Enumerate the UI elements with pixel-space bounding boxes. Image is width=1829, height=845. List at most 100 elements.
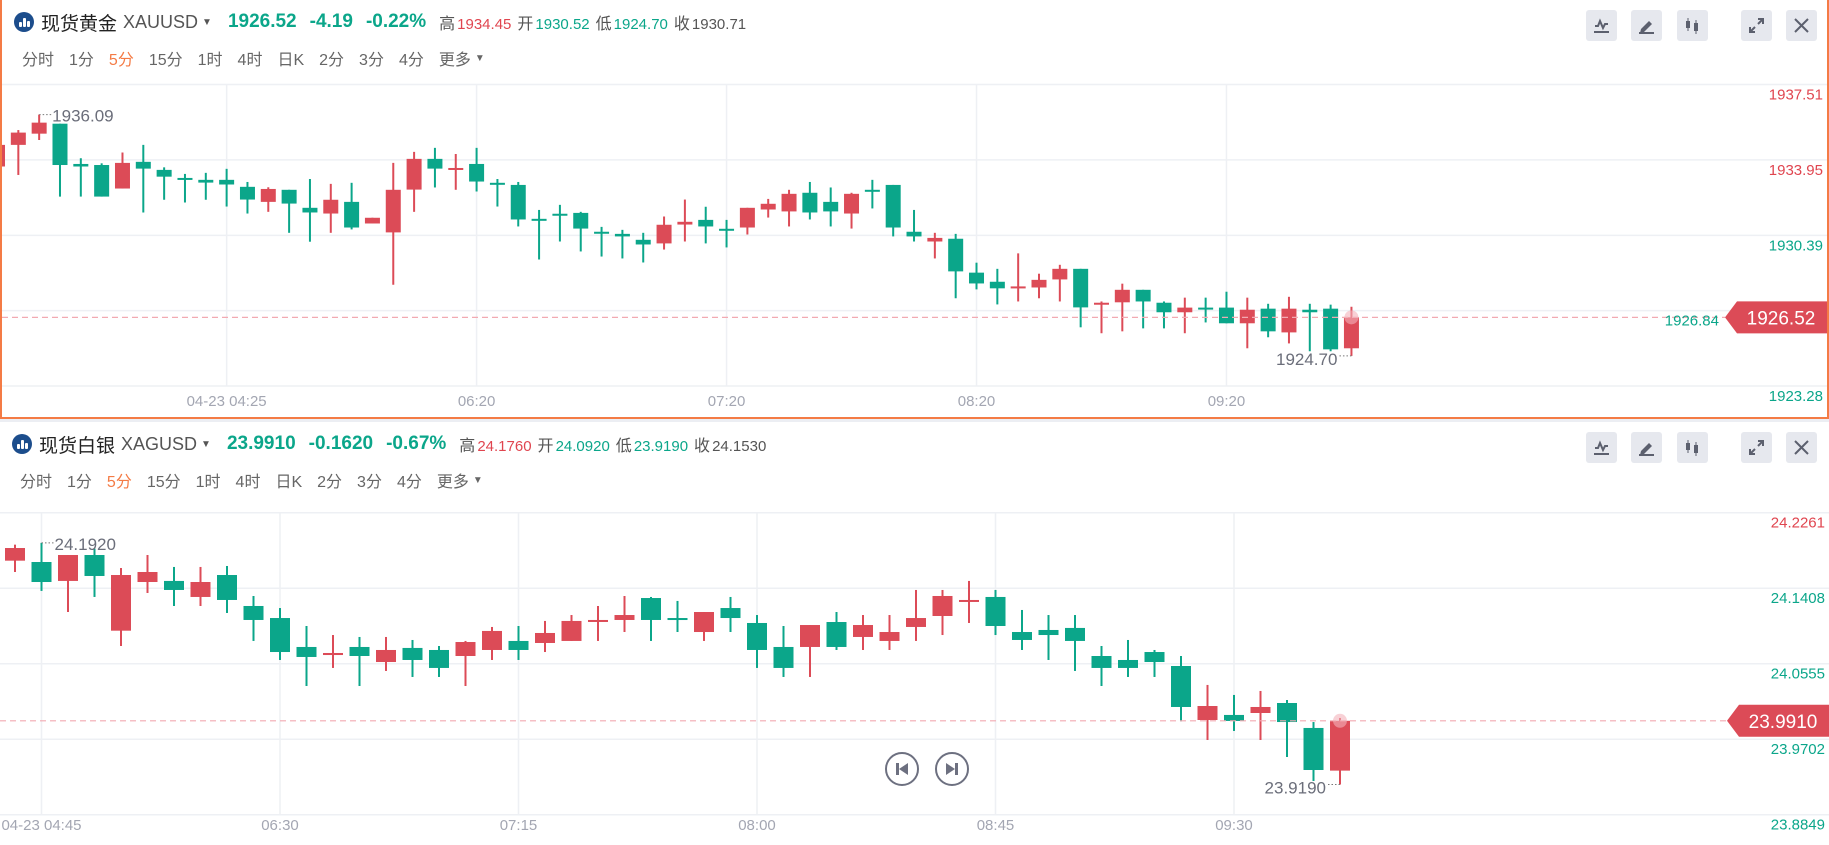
candle	[58, 555, 78, 613]
candle-body	[190, 582, 211, 597]
candle	[552, 204, 568, 242]
draw-pencil-button[interactable]	[1631, 432, 1662, 463]
candle-body	[948, 238, 964, 272]
candle-body	[932, 595, 953, 616]
candle-body	[656, 224, 672, 244]
candle	[1031, 273, 1047, 299]
candle	[885, 184, 901, 237]
interval-tab[interactable]: 15分	[148, 52, 183, 69]
candlestick-chart[interactable]: 04-23 04:25 06:20 07:20 08:20 09:20 1936.09 19…	[2, 0, 1827, 417]
candle-body	[239, 186, 255, 200]
candle	[376, 636, 396, 671]
candle	[1330, 717, 1350, 785]
candle	[948, 233, 964, 299]
candle	[760, 198, 776, 218]
candle-body	[94, 165, 110, 197]
price-change: -4.19	[309, 11, 353, 32]
close-button[interactable]	[1786, 10, 1817, 41]
candle	[656, 216, 672, 250]
draw-pencil-button[interactable]	[1631, 10, 1662, 41]
expand-button[interactable]	[1741, 10, 1772, 41]
candle	[635, 232, 651, 263]
candle-type-icon	[1686, 440, 1698, 456]
candle-body	[1198, 307, 1214, 310]
chevron-down-icon[interactable]: ▼	[472, 474, 483, 486]
candle-body	[844, 193, 860, 214]
symbol-selector[interactable]: XAGUSD	[121, 433, 198, 454]
candle	[1177, 297, 1193, 334]
interval-tab[interactable]: 更多	[436, 474, 469, 491]
indicator-button[interactable]	[1586, 10, 1617, 41]
interval-tab[interactable]: 3分	[357, 474, 382, 491]
interval-tab[interactable]: 日K	[275, 474, 303, 491]
y-tick-label: 23.8849	[1771, 817, 1825, 834]
interval-tab[interactable]: 分时	[20, 474, 53, 491]
chevron-down-icon[interactable]: ▼	[202, 16, 212, 28]
interval-tab[interactable]: 1分	[67, 474, 92, 491]
step-forward-icon	[946, 763, 958, 775]
candle	[1198, 297, 1214, 323]
candle-type-button[interactable]	[1677, 432, 1708, 463]
interval-tab[interactable]: 1分	[69, 52, 94, 69]
candle	[698, 206, 714, 244]
interval-tab[interactable]: 2分	[317, 474, 343, 491]
last-price-tag-label: 23.9910	[1749, 712, 1818, 733]
x-tick-label: 09:20	[1208, 393, 1246, 410]
candle-body	[84, 555, 105, 576]
candle-body	[2, 144, 5, 167]
candle	[853, 615, 873, 650]
step-back-button[interactable]	[885, 752, 919, 786]
interval-tab[interactable]: 3分	[359, 52, 384, 69]
candle	[429, 645, 449, 677]
candle	[406, 151, 422, 212]
candlestick-chart[interactable]: 04-23 04:45 06:30 07:15 08:00 08:45 09:30 24.1…	[0, 422, 1829, 845]
candle	[219, 168, 235, 207]
interval-tab[interactable]: 4分	[396, 474, 422, 491]
candle-body	[1010, 286, 1026, 289]
x-tick-label: 08:45	[977, 817, 1015, 834]
interval-tab[interactable]: 4时	[235, 474, 261, 491]
interval-tab[interactable]: 日K	[277, 52, 305, 69]
chevron-down-icon[interactable]: ▼	[474, 52, 485, 64]
interval-tab[interactable]: 4时	[237, 52, 263, 69]
interval-tab[interactable]: 5分	[106, 474, 132, 491]
close-button[interactable]	[1786, 432, 1817, 463]
brand-logo-icon	[12, 434, 32, 454]
interval-tab[interactable]: 1时	[195, 474, 221, 491]
gold-chart-panel: 现货黄金 XAUUSD ▼ 1926.52 -4.19 -0.22% 高 1934…	[0, 0, 1829, 419]
chevron-down-icon[interactable]: ▼	[201, 438, 211, 450]
last-price: 23.9910	[226, 433, 296, 454]
candle	[720, 596, 741, 633]
candle	[781, 189, 797, 227]
last-price-tag	[1727, 704, 1829, 737]
indicator-button[interactable]	[1586, 432, 1617, 463]
interval-tab[interactable]: 2分	[319, 52, 345, 69]
interval-tab[interactable]: 4分	[398, 52, 424, 69]
interval-tab[interactable]: 分时	[22, 52, 55, 69]
candle-body	[260, 188, 276, 202]
candle	[667, 600, 688, 633]
candle-body	[31, 122, 47, 134]
stat-label: 高	[459, 438, 476, 455]
interval-tab[interactable]: 1时	[197, 52, 223, 69]
candle-body	[641, 598, 661, 620]
candle	[588, 605, 608, 641]
candle-body	[52, 123, 68, 166]
expand-button[interactable]	[1741, 432, 1772, 463]
candle-body	[853, 625, 873, 637]
candle-body	[927, 237, 943, 242]
candle	[800, 625, 820, 677]
symbol-selector[interactable]: XAUUSD	[123, 11, 199, 32]
candle-body	[73, 163, 89, 167]
candle	[1277, 699, 1297, 757]
candle	[177, 173, 193, 203]
interval-tab[interactable]: 更多	[438, 52, 471, 69]
step-forward-button[interactable]	[935, 752, 969, 786]
interval-tab[interactable]: 15分	[146, 474, 181, 491]
candle-body	[177, 177, 193, 180]
candle-type-button[interactable]	[1677, 10, 1708, 41]
candle-body	[243, 605, 264, 620]
candle-body	[31, 562, 52, 583]
interval-tab[interactable]: 5分	[108, 52, 134, 69]
ohlc-stats: 高 24.1760 开 24.0920 低 23.9190 收 24.1530	[459, 432, 772, 456]
